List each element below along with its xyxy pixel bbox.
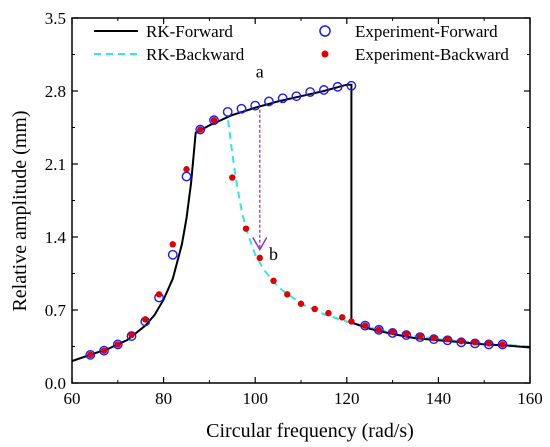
x-tick-label: 60 [64, 389, 81, 408]
data-point [229, 174, 236, 181]
data-point [167, 249, 178, 260]
data-point [348, 318, 355, 325]
data-point [155, 291, 163, 298]
data-point [332, 81, 343, 92]
x-tick-label: 100 [242, 389, 268, 408]
data-point [222, 106, 233, 117]
data-point [114, 341, 122, 348]
y-axis-label: Relative amplitude (mm) [9, 110, 31, 311]
x-tick-label: 160 [517, 389, 543, 408]
y-tick-label: 2.8 [45, 82, 66, 101]
data-point [458, 338, 465, 345]
data-point [242, 225, 250, 232]
data-point [209, 115, 219, 126]
data-point [444, 336, 451, 343]
y-tick-label: 0.0 [45, 374, 66, 393]
legend-swatch [321, 50, 329, 58]
data-point [346, 80, 357, 91]
x-tick-label: 80 [155, 389, 172, 408]
legend-swatch [319, 25, 331, 37]
data-point [430, 334, 438, 342]
data-point [183, 166, 190, 173]
legend-label: Experiment-Forward [355, 22, 498, 41]
data-point [85, 349, 96, 360]
data-point [197, 126, 204, 133]
series-line-1 [72, 115, 530, 363]
legend-item-1: Experiment-Forward [319, 22, 498, 41]
y-tick-label: 1.4 [45, 228, 67, 247]
y-tick-label: 3.5 [45, 9, 66, 28]
data-point [389, 328, 396, 336]
data-point [264, 96, 274, 107]
y-tick-label: 0.7 [45, 301, 67, 320]
data-point [360, 320, 371, 331]
data-point [87, 351, 94, 359]
data-point [195, 124, 206, 135]
data-point [297, 300, 305, 307]
data-point [256, 254, 263, 262]
data-point [416, 332, 424, 340]
legend-label: Experiment-Backward [355, 45, 509, 64]
data-point [403, 330, 410, 338]
legend-item-0: RK-Forward [94, 22, 233, 41]
legend-item-2: RK-Backward [94, 45, 245, 64]
data-point [270, 277, 277, 284]
axes: 60 80 100 120 140 160 0.0 0.7 1.4 2.1 2.8 3.5 [45, 9, 543, 408]
data-point [311, 305, 318, 313]
series-markers-2 [85, 80, 508, 360]
data-point [339, 314, 346, 321]
legend-item-3: Experiment-Backward [321, 45, 509, 64]
legend-label: RK-Forward [146, 22, 233, 41]
data-point [318, 85, 329, 95]
data-point [169, 241, 176, 248]
y-tick-label: 2.1 [45, 155, 66, 174]
legend: RK-Forward Experiment-Forward RK-Backward E… [94, 22, 509, 64]
data-point [373, 324, 384, 335]
plot-content: ab [72, 61, 530, 363]
data-point [128, 331, 135, 339]
data-point [181, 171, 192, 182]
data-point [100, 347, 108, 354]
x-axis-label: Circular frequency (rad/s) [206, 420, 414, 442]
annotation-a: a [256, 61, 264, 81]
jump-arrow-head [252, 237, 268, 252]
data-point [325, 309, 332, 317]
data-point [361, 322, 369, 329]
data-point [485, 340, 492, 347]
x-tick-label: 140 [426, 389, 452, 408]
series-markers-3 [87, 117, 506, 359]
data-point [471, 339, 479, 346]
data-point [142, 316, 149, 323]
legend-label: RK-Backward [146, 45, 245, 64]
data-point [291, 91, 302, 102]
data-point [375, 326, 383, 334]
data-point [305, 87, 316, 97]
data-point [210, 117, 218, 124]
data-point [277, 93, 288, 104]
data-point [236, 103, 247, 114]
data-point [99, 345, 109, 356]
data-point [499, 341, 506, 348]
data-point [250, 100, 261, 111]
x-tick-label: 120 [334, 389, 360, 408]
series-line-0 [72, 83, 530, 363]
data-point [284, 291, 291, 298]
data-point [497, 339, 508, 350]
data-point [112, 339, 123, 350]
annotation-b: b [269, 244, 278, 264]
